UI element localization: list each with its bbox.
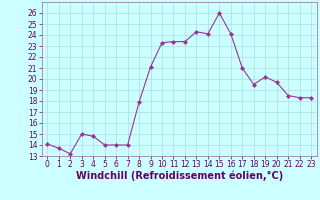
X-axis label: Windchill (Refroidissement éolien,°C): Windchill (Refroidissement éolien,°C) bbox=[76, 171, 283, 181]
